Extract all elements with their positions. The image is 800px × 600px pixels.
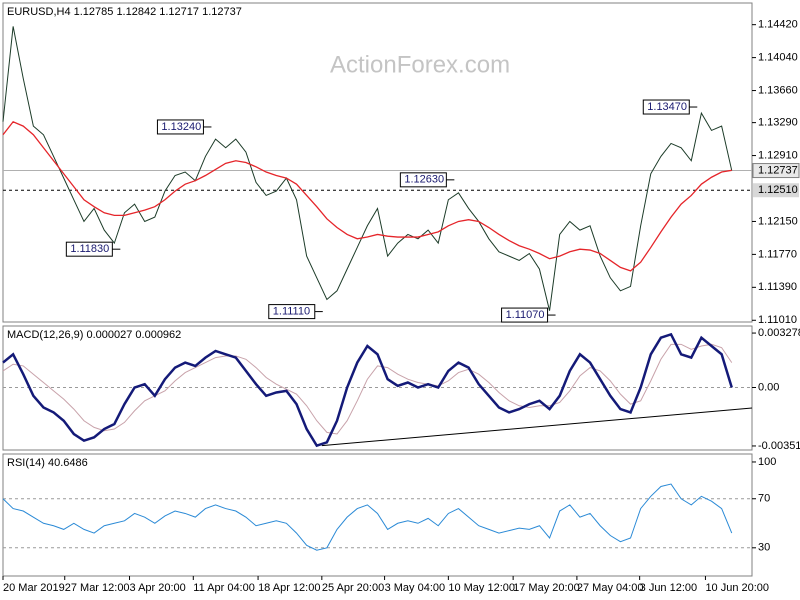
x-tick-label: 3 Jun 12:00 [640,582,698,594]
annotation-label: 1.11070 [506,309,545,321]
last-price-box [752,163,800,179]
series-line [2,120,732,272]
y-tick-label: 30 [758,542,770,554]
annotation-box [642,99,690,115]
annotation-label: 1.12630 [404,174,444,186]
annotation-box [65,241,113,257]
panel-title: MACD(12,26,9) 0.000027 0.000962 [7,329,181,341]
y-tick-label: 0.003278 [758,327,800,339]
y-tick-label: 1.11010 [758,314,797,326]
y-tick-label: 1.14040 [758,52,798,64]
annotation-label: 1.11830 [70,243,109,255]
y-tick-label: 1.13660 [758,84,798,96]
panel-title: EURUSD,H4 1.12785 1.12842 1.12717 1.1273… [7,6,242,18]
annotation-box [268,304,316,320]
series-line [2,343,733,435]
x-tick-label: 3 Apr 20:00 [130,582,186,594]
x-tick-label: 25 Apr 20:00 [322,582,384,594]
series-line [2,332,733,448]
annotation-label: 1.11110 [273,306,310,318]
level-box [753,183,799,198]
y-tick-label: 1.14420 [758,19,798,31]
annotation-label: 1.13240 [161,121,201,133]
y-tick-label: 70 [758,493,770,505]
x-tick-label: 10 Jun 20:00 [705,582,769,594]
x-tick-label: 3 May 04:00 [385,582,446,594]
series-line [2,483,733,551]
y-tick-label: 1.12150 [758,215,798,227]
y-tick-label: 1.11390 [758,281,797,293]
y-tick-label: 100 [758,456,776,468]
panel-frame [2,2,753,323]
last-price-label: 1.12737 [758,164,798,176]
y-tick-label: 1.11770 [758,248,797,260]
trend-line [321,407,753,447]
annotation-label: 1.13470 [647,101,687,113]
series-line [2,26,733,311]
y-tick-label: -0.003519 [758,440,800,452]
annotation-box [501,307,549,323]
y-tick-label: 1.12910 [758,149,798,161]
x-tick-label: 17 May 20:00 [513,582,580,594]
panel-frame [2,453,753,577]
annotation-box [399,172,447,188]
x-tick-label: 11 Apr 04:00 [193,582,255,594]
y-tick-label: 0.00 [758,381,779,393]
x-tick-label: 20 Mar 2019 [3,582,65,594]
level-label: 1.12510 [758,184,798,196]
watermark: ActionForex.com [330,51,510,78]
annotation-box [156,119,204,135]
x-tick-label: 18 Apr 12:00 [258,582,320,594]
panel-title: RSI(14) 40.6486 [7,457,88,469]
x-tick-label: 27 Mar 12:00 [65,582,130,594]
y-tick-label: 1.13290 [758,117,798,129]
x-tick-label: 10 May 12:00 [448,582,515,594]
x-tick-label: 27 May 04:00 [577,582,644,594]
